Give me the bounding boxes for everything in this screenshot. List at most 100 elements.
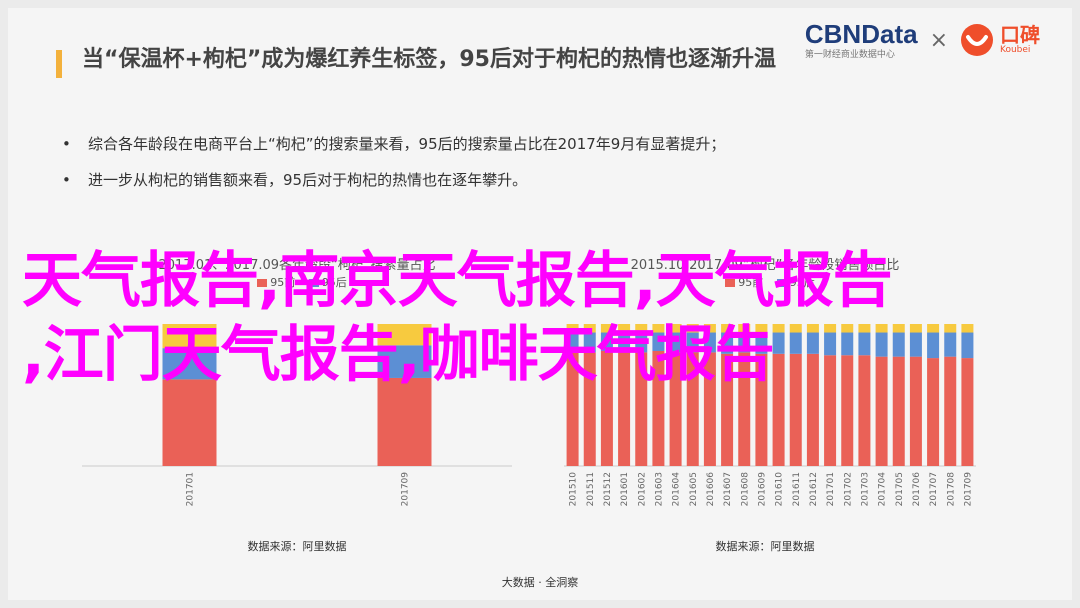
bar-segment bbox=[162, 324, 217, 349]
legend-swatch bbox=[257, 279, 268, 287]
bar-segment bbox=[789, 324, 802, 333]
bullet-item: • 综合各年龄段在电商平台上“枸杞”的搜索量来看，95后的搜索量占比在2017年9… bbox=[62, 126, 725, 162]
bar-segment bbox=[566, 350, 579, 466]
bar-segment bbox=[669, 332, 682, 353]
bar-segment bbox=[858, 324, 871, 333]
legend-swatch bbox=[725, 279, 736, 287]
chart-title: 2015.10-2017.09“枸杞”各年龄段销售额占比 bbox=[630, 258, 900, 273]
x-tick-label: 201612 bbox=[809, 472, 819, 506]
bar-segment bbox=[721, 353, 734, 466]
bar-segment bbox=[618, 324, 631, 333]
koubei-icon bbox=[961, 24, 993, 56]
x-tick-label: 201601 bbox=[620, 472, 630, 506]
bullet-list: • 综合各年龄段在电商平台上“枸杞”的搜索量来看，95后的搜索量占比在2017年9… bbox=[62, 126, 725, 198]
x-tick-label: 201603 bbox=[654, 472, 664, 506]
footer-slogan: 大数据 · 全洞察 bbox=[501, 576, 579, 589]
bar-segment bbox=[738, 352, 751, 466]
bar-segment bbox=[652, 332, 665, 351]
bar-segment bbox=[927, 358, 940, 466]
bar-segment bbox=[824, 324, 837, 333]
bar-segment bbox=[892, 356, 905, 466]
bar-segment bbox=[841, 332, 854, 356]
x-tick-label: 201606 bbox=[706, 472, 716, 507]
bar-segment bbox=[721, 324, 734, 333]
bullet-text: 进一步从枸杞的销售额来看，95后对于枸杞的热情也在逐年攀升。 bbox=[88, 171, 528, 189]
bar-segment bbox=[772, 324, 785, 333]
bar-segment bbox=[652, 350, 665, 466]
bar-segment bbox=[909, 324, 922, 333]
times-symbol: × bbox=[929, 27, 948, 53]
bar-segment bbox=[927, 324, 940, 333]
bar-segment bbox=[909, 332, 922, 357]
x-tick-label: 201512 bbox=[603, 472, 613, 506]
x-tick-label: 201701 bbox=[826, 472, 836, 506]
bar-segment bbox=[635, 324, 648, 333]
bar-segment bbox=[944, 324, 957, 333]
x-tick-label: 201602 bbox=[637, 472, 647, 506]
chart-title: 2017.01、2017.09各年龄段“枸杞”搜索量占比 bbox=[158, 258, 436, 273]
bar-segment bbox=[721, 332, 734, 354]
bar-segment bbox=[755, 324, 768, 333]
bar-segment bbox=[824, 332, 837, 356]
bar-segment bbox=[703, 352, 716, 466]
x-tick-label: 201604 bbox=[672, 472, 682, 507]
cbndata-logo-text: CBNData bbox=[804, 18, 918, 49]
x-tick-label: 201709 bbox=[963, 472, 973, 507]
chart-legend: 95前 95后 bbox=[550, 274, 980, 290]
bar-segment bbox=[377, 324, 432, 346]
bar-segment bbox=[806, 332, 819, 354]
bar-segment bbox=[875, 324, 888, 333]
bar-segment bbox=[806, 353, 819, 466]
bar-segment bbox=[789, 353, 802, 466]
bar-segment bbox=[858, 355, 871, 466]
bar-segment bbox=[162, 348, 217, 380]
bar-segment bbox=[703, 332, 716, 353]
bar-segment bbox=[772, 353, 785, 466]
x-tick-label: 201608 bbox=[740, 472, 750, 507]
bullet-dot: • bbox=[62, 135, 71, 153]
x-tick-label: 201701 bbox=[186, 472, 196, 506]
koubei-logo-sub: Koubei bbox=[1000, 45, 1031, 55]
bar-segment bbox=[686, 324, 699, 333]
bar-segment bbox=[927, 332, 940, 359]
bar-segment bbox=[566, 324, 579, 333]
legend-label: 95后 bbox=[789, 276, 815, 289]
bar-segment bbox=[583, 352, 596, 466]
bar-segment bbox=[635, 332, 648, 353]
koubei-logo: 口碑 Koubei bbox=[960, 23, 1040, 57]
slide-title: 当“保温杯+枸杞”成为爆红养生标签，95后对于枸杞的热情也逐渐升温 bbox=[82, 47, 776, 72]
bar-segment bbox=[841, 324, 854, 333]
legend-swatch bbox=[308, 279, 319, 287]
x-tick-label: 201705 bbox=[895, 472, 905, 506]
legend-label: 95前 bbox=[738, 276, 764, 289]
bar-segment bbox=[583, 332, 596, 353]
bar-segment bbox=[909, 356, 922, 466]
bar-segment bbox=[583, 324, 596, 333]
bar-segment bbox=[961, 358, 974, 466]
bar-segment bbox=[162, 379, 217, 466]
cbndata-logo-sub: 第一财经商业数据中心 bbox=[804, 49, 895, 60]
bar-segment bbox=[944, 332, 957, 357]
bar-segment bbox=[892, 332, 905, 357]
x-tick-label: 201709 bbox=[401, 472, 411, 507]
legend-label: 95后 bbox=[321, 276, 347, 289]
title-accent-bar bbox=[56, 50, 62, 78]
bar-segment bbox=[600, 324, 613, 333]
bar-segment bbox=[961, 332, 974, 359]
bar-segment bbox=[566, 332, 579, 351]
slide bbox=[8, 8, 1072, 600]
bar-segment bbox=[875, 332, 888, 357]
bar-segment bbox=[944, 356, 957, 466]
chart-svg: 201701 201709 bbox=[82, 324, 512, 507]
bar-segment bbox=[618, 332, 631, 353]
bar-segment bbox=[772, 332, 785, 354]
chart-panel-search-share: 2017.01、2017.09各年龄段“枸杞”搜索量占比 95前 95后 201… bbox=[82, 248, 512, 553]
x-tick-label: 201610 bbox=[775, 472, 785, 507]
bar-segment bbox=[858, 332, 871, 356]
bar-segment bbox=[686, 332, 699, 353]
chart-source: 数据来源：阿里数据 bbox=[715, 540, 815, 553]
chart-svg: 201510 201511 201512 201601 201602 201603 2016… bbox=[564, 324, 976, 507]
bar-segment bbox=[377, 345, 432, 378]
x-tick-label: 201511 bbox=[586, 472, 596, 506]
bar-segment bbox=[618, 352, 631, 466]
